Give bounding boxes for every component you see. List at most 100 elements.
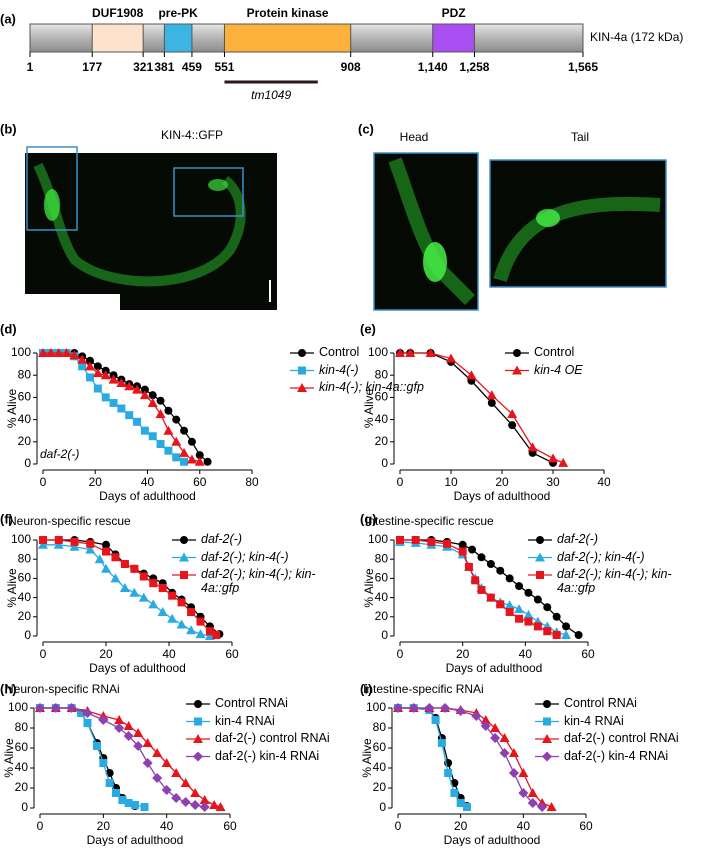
legend-item: Control <box>319 345 359 359</box>
legend-item: kin-4 RNAi <box>564 713 624 728</box>
legend-item: daf-2(-); kin-4(-) <box>557 550 645 564</box>
legend-item: kin-4(-) <box>319 363 359 377</box>
protein-name: KIN-4a (172 kDa) <box>590 30 683 44</box>
domain <box>223 23 352 53</box>
domain <box>163 23 193 53</box>
y-tick-label: 40 <box>375 412 389 426</box>
marker <box>101 563 111 573</box>
tick-label: 1,258 <box>459 60 489 74</box>
x-axis-label: Days of adulthood <box>444 833 541 846</box>
y-tick-label: 60 <box>18 571 32 585</box>
marker <box>524 588 533 597</box>
panel-label: (h) <box>0 681 17 696</box>
marker <box>480 721 491 731</box>
marker <box>112 789 120 797</box>
marker <box>102 547 110 556</box>
marker <box>205 627 214 636</box>
y-tick-label: 40 <box>18 412 32 426</box>
marker <box>518 788 529 798</box>
marker <box>195 451 204 460</box>
x-tick-label: 20 <box>454 819 468 833</box>
marker <box>172 415 181 424</box>
marker <box>110 573 121 583</box>
y-tick-label: 20 <box>15 780 29 794</box>
marker <box>142 738 153 747</box>
x-tick-label: 60 <box>581 647 595 661</box>
marker <box>158 584 167 592</box>
marker <box>562 622 571 631</box>
y-tick-label: 60 <box>18 390 32 404</box>
marker <box>149 579 158 588</box>
y-tick-label: 0 <box>381 456 388 470</box>
marker <box>45 348 56 357</box>
marker <box>50 703 61 713</box>
y-tick-label: 40 <box>373 760 387 774</box>
marker <box>480 715 491 724</box>
marker <box>504 600 515 610</box>
marker <box>187 608 196 616</box>
y-tick-label: 40 <box>15 760 29 774</box>
x-tick-label: 40 <box>160 819 174 833</box>
marker <box>53 348 64 357</box>
marker <box>508 421 517 430</box>
marker <box>168 591 177 600</box>
y-tick-label: 0 <box>21 800 28 814</box>
y-tick-label: 0 <box>379 800 386 814</box>
marker <box>490 723 501 732</box>
tick-label: 1 <box>27 60 34 74</box>
marker <box>486 390 497 400</box>
marker <box>180 797 191 807</box>
x-tick-label: 0 <box>397 647 404 661</box>
legend-item: daf-2(-) control RNAi <box>215 731 330 745</box>
marker <box>552 612 561 621</box>
marker <box>190 788 201 797</box>
tick-label: 908 <box>341 60 361 74</box>
marker <box>163 425 174 435</box>
legend-marker <box>535 552 545 562</box>
marker <box>148 599 159 609</box>
marker <box>446 353 456 363</box>
legend-item: kin-4 OE <box>534 363 583 377</box>
y-tick-label: 20 <box>18 434 32 448</box>
marker <box>527 788 538 797</box>
legend-marker <box>194 700 202 708</box>
marker <box>133 741 144 751</box>
marker <box>464 562 473 571</box>
marker <box>161 785 172 795</box>
legend-label: Control RNAi <box>564 696 637 710</box>
marker <box>133 417 142 426</box>
marker <box>94 554 105 564</box>
marker <box>561 630 572 640</box>
marker <box>527 798 538 808</box>
marker <box>505 608 514 616</box>
image-title: KIN-4::GFP <box>161 128 223 142</box>
marker <box>458 540 467 549</box>
marker <box>515 582 524 591</box>
y-tick-label: 20 <box>375 434 389 448</box>
y-tick-label: 0 <box>381 628 388 642</box>
legend-label: kin-4 RNAi <box>564 713 624 728</box>
series-line <box>400 352 564 464</box>
marker <box>86 539 95 548</box>
marker <box>424 703 435 713</box>
panel-label: (g) <box>360 511 377 526</box>
marker <box>98 715 109 725</box>
marker <box>199 795 210 804</box>
legend-marker <box>180 571 188 579</box>
marker <box>172 453 181 462</box>
marker <box>466 370 477 380</box>
series-line <box>43 539 217 636</box>
domain-name: pre-PK <box>158 6 198 20</box>
marker <box>132 384 143 394</box>
y-tick-label: 40 <box>375 590 389 604</box>
marker <box>69 350 80 360</box>
marker <box>83 719 92 727</box>
marker <box>92 367 103 377</box>
x-tick-label: 60 <box>223 819 237 833</box>
legend-marker <box>542 734 552 743</box>
marker <box>124 381 135 391</box>
y-tick-label: 40 <box>18 590 32 604</box>
y-axis-label: % Alive <box>5 568 19 608</box>
